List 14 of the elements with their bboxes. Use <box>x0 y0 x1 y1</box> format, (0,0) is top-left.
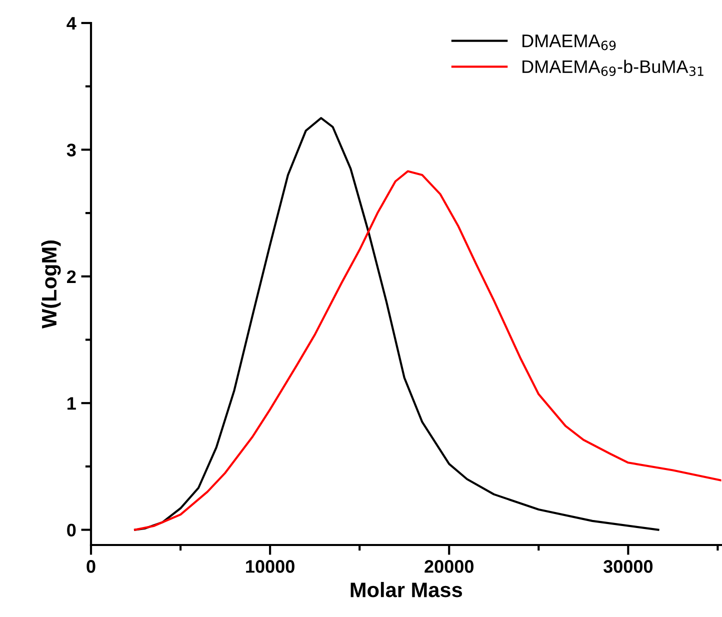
y-tick-label: 4 <box>66 17 76 30</box>
legend-label: DMAEMA$_{69}$ <box>522 34 616 50</box>
line-series <box>134 170 722 531</box>
x-tick-label: 0 <box>86 560 96 573</box>
y-tick-label: 1 <box>68 397 76 410</box>
x-tick-label: 20000 <box>424 560 474 573</box>
x-axis-title: Molar Mass <box>350 582 462 598</box>
y-tick-label: 0 <box>67 524 76 537</box>
y-axis-title: W(LogM) <box>41 240 61 329</box>
x-tick-label: 10000 <box>246 560 294 573</box>
legend-label: DMAEMA$_{69}$-b-BuMA$_{31}$ <box>522 60 704 76</box>
x-tick-label: 30000 <box>603 560 653 573</box>
y-tick-label: 2 <box>67 270 76 283</box>
y-tick-label: 3 <box>66 144 76 156</box>
